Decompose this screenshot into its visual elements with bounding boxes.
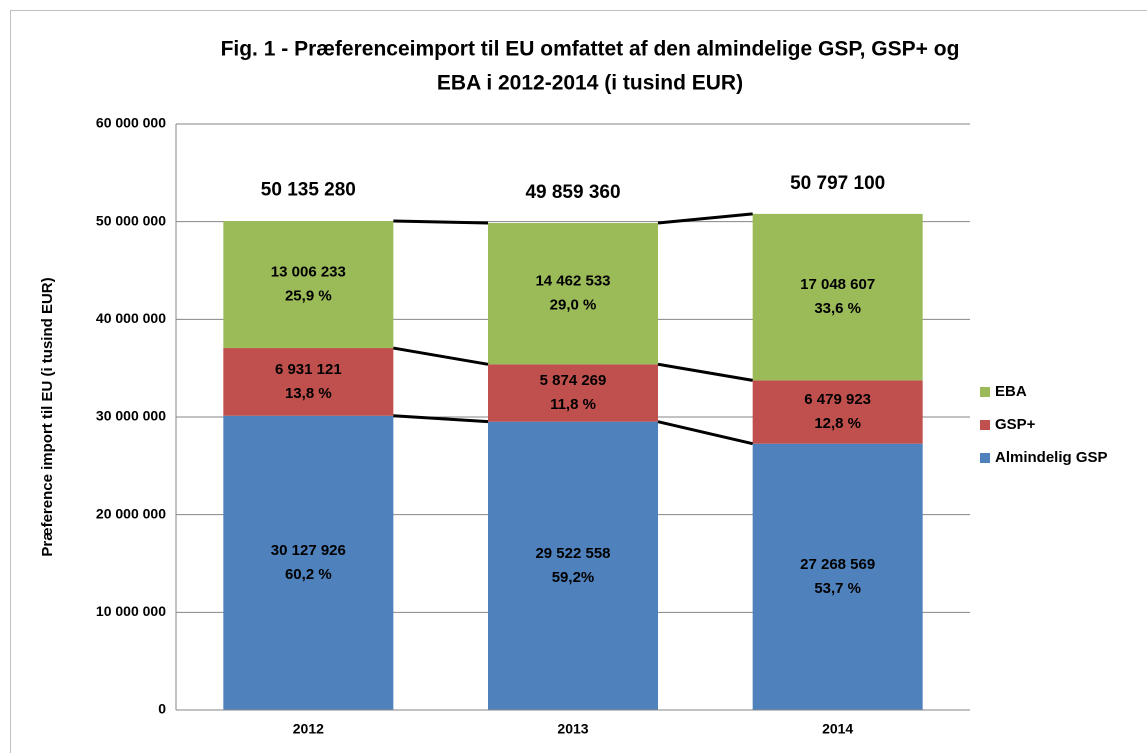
- legend-swatch: [980, 387, 990, 397]
- connector-line: [657, 362, 753, 382]
- legend-label: Almindelig GSP: [995, 449, 1108, 466]
- bar-segment: [488, 364, 658, 422]
- x-tick-label: 2012: [293, 721, 324, 737]
- total-label: 50 135 280: [261, 179, 356, 200]
- y-tick-label: 10 000 000: [96, 603, 166, 619]
- legend-swatch: [980, 420, 990, 430]
- chart-title: EBA i 2012-2014 (i tusind EUR): [437, 72, 743, 95]
- legend-label: EBA: [995, 383, 1027, 400]
- connector-line: [657, 420, 754, 446]
- data-label: 13 006 233: [271, 264, 346, 281]
- share-label: 60,2 %: [285, 566, 332, 583]
- bar-segment: [223, 221, 394, 349]
- data-label: 14 462 533: [535, 273, 610, 290]
- bar-segment: [488, 223, 658, 365]
- bar-segment: [223, 348, 394, 416]
- y-tick-label: 0: [158, 701, 166, 717]
- data-label: 30 127 926: [271, 542, 346, 559]
- bar-segment: [752, 213, 923, 381]
- y-tick-label: 60 000 000: [96, 115, 166, 131]
- bar-segment: [752, 380, 923, 444]
- y-tick-label: 30 000 000: [96, 408, 166, 424]
- share-label: 12,8 %: [814, 415, 861, 432]
- y-axis-label: Præference import til EU (i tusind EUR): [39, 277, 56, 556]
- data-label: 6 479 923: [804, 391, 871, 408]
- x-tick-label: 2014: [822, 721, 853, 737]
- share-label: 33,6 %: [814, 300, 861, 317]
- share-label: 29,0 %: [550, 297, 597, 314]
- chart-title: Fig. 1 - Præferenceimport til EU omfatte…: [221, 38, 960, 61]
- x-tick-label: 2013: [557, 721, 588, 737]
- bar-segment: [223, 415, 394, 710]
- data-label: 5 874 269: [540, 372, 607, 389]
- data-label: 27 268 569: [800, 556, 875, 573]
- bar-segment: [752, 443, 923, 710]
- data-label: 17 048 607: [800, 276, 875, 293]
- total-label: 50 797 100: [790, 173, 885, 194]
- y-tick-label: 50 000 000: [96, 212, 166, 228]
- connector-line: [657, 212, 753, 225]
- connector-line: [393, 219, 489, 225]
- connector-line: [393, 414, 489, 424]
- share-label: 13,8 %: [285, 385, 332, 402]
- share-label: 53,7 %: [814, 580, 861, 597]
- legend-label: GSP+: [995, 416, 1036, 433]
- share-label: 11,8 %: [550, 396, 596, 413]
- y-tick-label: 20 000 000: [96, 505, 166, 521]
- share-label: 25,9 %: [285, 288, 332, 305]
- y-tick-label: 40 000 000: [96, 310, 166, 326]
- data-label: 6 931 121: [275, 361, 342, 378]
- bar-segment: [488, 421, 658, 710]
- legend-swatch: [980, 453, 990, 463]
- total-label: 49 859 360: [525, 182, 620, 203]
- share-label: 59,2%: [552, 569, 595, 586]
- data-label: 29 522 558: [535, 545, 610, 562]
- connector-line: [393, 346, 489, 366]
